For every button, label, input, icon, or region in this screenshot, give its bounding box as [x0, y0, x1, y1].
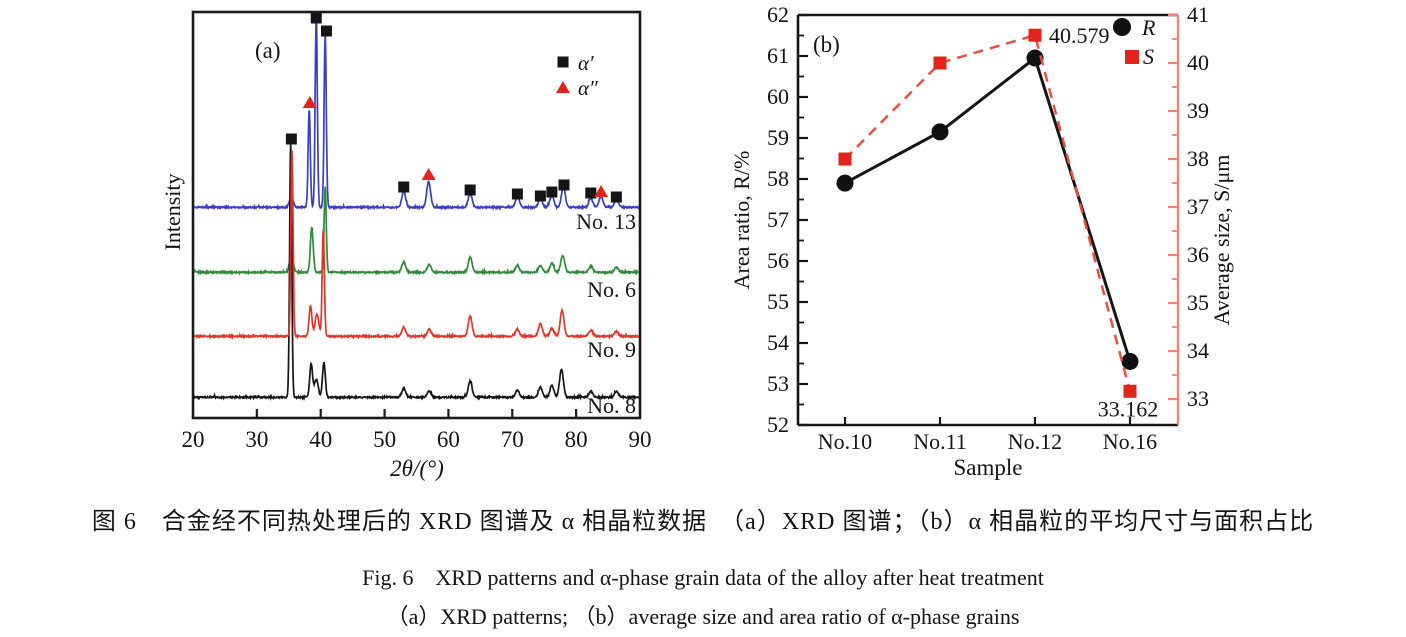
- data-point-S: [1028, 28, 1042, 42]
- alpha-double-prime-peak-marker: [594, 185, 609, 197]
- x-category-label-no-11: No.11: [913, 429, 967, 454]
- xrd-trace-label-no-13: No. 13: [576, 209, 636, 234]
- right-axis-tick-label: 37: [1187, 194, 1209, 219]
- grain-legend-label-s: S: [1143, 44, 1154, 69]
- xrd-x-tick-label: 90: [629, 427, 652, 452]
- xrd-x-tick-label: 70: [501, 427, 524, 452]
- xrd-traces: [194, 17, 639, 402]
- data-point-R: [931, 123, 949, 141]
- alpha-prime-peak-marker: [610, 191, 622, 203]
- series-line-S: [844, 33, 1132, 392]
- xrd-y-axis-label: Intensity: [160, 174, 185, 251]
- grain-legend-label-r: R: [1141, 15, 1156, 40]
- grain-right-axis-label: Average size, S/μm: [1209, 155, 1234, 326]
- xrd-legend: α′α″: [556, 51, 598, 100]
- series-line-R: [844, 55, 1132, 362]
- xrd-x-tick-label: 80: [565, 427, 588, 452]
- alpha-double-prime-peak-marker: [302, 96, 317, 108]
- alpha-prime-peak-marker: [285, 133, 297, 145]
- xrd-trace-no-8: [194, 144, 639, 402]
- xrd-x-tick-label: 50: [373, 427, 396, 452]
- xrd-frame: [191, 10, 642, 420]
- xrd-x-tick-label: 20: [182, 427, 205, 452]
- legend-square-icon: [1125, 50, 1139, 64]
- alpha-prime-peak-marker: [558, 179, 570, 191]
- annotation-33.162: 33.162: [1098, 396, 1159, 421]
- alpha-double-prime-peak-marker: [421, 168, 436, 180]
- xrd-trace-label-no-6: No. 6: [587, 277, 636, 302]
- xrd-trace-label-no-9: No. 9: [587, 337, 636, 362]
- data-point-R: [1026, 49, 1044, 67]
- x-category-label-no-10: No.10: [818, 429, 872, 454]
- left-axis-tick-label: 61: [767, 43, 789, 68]
- annotation-40.579: 40.579: [1049, 23, 1110, 48]
- data-point-S: [933, 56, 947, 70]
- alpha-prime-peak-marker: [511, 188, 523, 200]
- right-axis-tick-label: 34: [1187, 338, 1209, 363]
- left-axis-tick-label: 53: [767, 371, 789, 396]
- left-axis-tick-label: 57: [767, 207, 789, 232]
- left-axis-tick-label: 58: [767, 166, 789, 191]
- alpha-prime-peak-marker: [534, 190, 546, 202]
- xrd-x-tick-label: 30: [245, 427, 268, 452]
- xrd-peak-markers: [285, 12, 622, 203]
- left-axis-tick-label: 54: [767, 330, 789, 355]
- alpha-prime-peak-marker: [398, 181, 410, 193]
- right-axis-tick-label: 39: [1187, 98, 1209, 123]
- xrd-x-tick-label: 40: [309, 427, 332, 452]
- xrd-trace-no-9: [194, 150, 639, 341]
- caption-english-title: Fig. 6 XRD patterns and α-phase grain da…: [362, 565, 1044, 590]
- grain-x-axis-label: Sample: [954, 455, 1023, 480]
- alpha-prime-peak-marker: [464, 184, 476, 196]
- xrd-chart: 20 30 40 50 60 70 80 90 2θ/(°) Intensity (a) No. 13…: [160, 10, 652, 481]
- xrd-trace-label-no-8: No. 8: [587, 393, 636, 418]
- left-axis-tick-label: 59: [767, 125, 789, 150]
- legend-triangle-icon: [556, 81, 570, 93]
- alpha-prime-peak-marker: [310, 12, 322, 24]
- xrd-trace-no-6: [194, 186, 639, 277]
- grain-panel-label: (b): [813, 32, 840, 57]
- data-point-R: [1121, 352, 1139, 370]
- left-axis-tick-label: 62: [767, 2, 789, 27]
- alpha-prime-peak-marker: [320, 25, 332, 37]
- right-axis-tick-label: 38: [1187, 146, 1209, 171]
- left-axis-tick-label: 52: [767, 412, 789, 437]
- xrd-panel-label: (a): [255, 38, 281, 63]
- right-axis-tick-label: 40: [1187, 50, 1209, 75]
- xrd-trace-no-13: [194, 17, 639, 211]
- left-axis-tick-label: 56: [767, 248, 789, 273]
- caption-english-subtitle: （a）XRD patterns; （b）average size and are…: [386, 604, 1020, 629]
- charts-canvas: 20 30 40 50 60 70 80 90 2θ/(°) Intensity (a) No. 13…: [160, 2, 1234, 481]
- left-axis-tick-label: 55: [767, 289, 789, 314]
- xrd-x-axis-label: 2θ/(°): [390, 456, 444, 481]
- left-axis-tick-label: 60: [767, 84, 789, 109]
- legend-circle-icon: [1113, 18, 1131, 36]
- grain-legend: RS: [1113, 15, 1156, 69]
- x-category-label-no-12: No.12: [1008, 429, 1062, 454]
- xrd-x-tick-label: 60: [437, 427, 460, 452]
- alpha-prime-peak-marker: [546, 186, 558, 198]
- data-point-R: [836, 174, 854, 192]
- legend-square-icon: [557, 56, 569, 68]
- grain-chart: 52 53 54 55 56 57 58 59 60 61 62 33 34 35 36 37 38 39 40 41…: [729, 2, 1234, 480]
- right-axis-tick-label: 36: [1187, 242, 1209, 267]
- data-point-S: [1123, 384, 1137, 398]
- grain-left-axis-label: Area ratio, R/%: [729, 151, 754, 290]
- xrd-legend-label-alpha-prime: α′: [578, 51, 594, 75]
- alpha-prime-peak-marker: [585, 187, 597, 199]
- x-category-label-no-16: No.16: [1103, 429, 1157, 454]
- xrd-legend-label-alpha-double-prime: α″: [578, 76, 598, 100]
- data-point-S: [838, 152, 852, 166]
- right-axis-tick-label: 41: [1187, 2, 1209, 27]
- caption-chinese: 图 6 合金经不同热处理后的 XRD 图谱及 α 相晶粒数据 （a）XRD 图谱…: [91, 509, 1315, 535]
- right-axis-tick-label: 33: [1187, 386, 1209, 411]
- right-axis-tick-label: 35: [1187, 290, 1209, 315]
